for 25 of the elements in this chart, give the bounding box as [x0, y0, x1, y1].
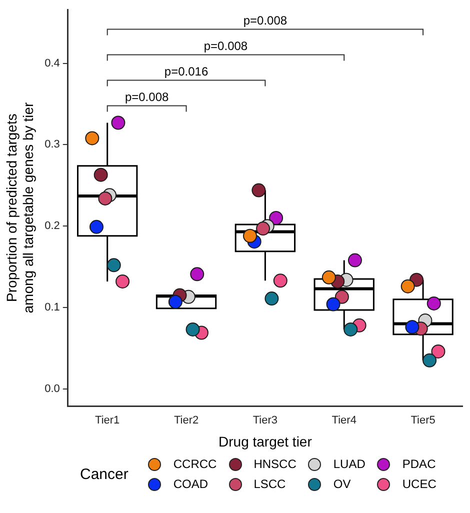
x-tick-label: Tier1	[95, 414, 120, 427]
y-tick-label: 0.1	[44, 302, 60, 314]
legend-label: OV	[333, 477, 351, 491]
legend-label: PDAC	[402, 457, 436, 471]
annotation: p=0.016	[164, 64, 208, 79]
x-tick-label: Tier4	[332, 414, 356, 427]
legend-label: UCEC	[402, 477, 436, 491]
y-tick-label: 0.0	[44, 382, 60, 395]
legend-label: LUAD	[333, 457, 366, 471]
legend-label: COAD	[173, 477, 208, 491]
legend-label: HNSCC	[254, 457, 296, 471]
y-tick-label: 0.4	[44, 57, 60, 70]
x-tick-label: Tier2	[174, 414, 199, 427]
annotation: p=0.008	[243, 14, 288, 28]
legend-label: LSCC	[254, 477, 286, 491]
y-tick-label: 0.2	[44, 220, 60, 232]
y-tick-label: 0.3	[44, 138, 60, 151]
x-axis-title: Drug target tier	[218, 433, 312, 450]
x-tick-label: Tier5	[410, 414, 436, 427]
annotation: p=0.008	[204, 39, 248, 54]
legend-title: Cancer	[80, 466, 128, 482]
x-tick-label: Tier3	[252, 414, 278, 427]
legend-label: CCRCC	[173, 457, 217, 471]
annotation: p=0.008	[124, 90, 169, 104]
y-axis-title: Proportion of predicted targets among all targetable genes by tier	[3, 102, 36, 314]
